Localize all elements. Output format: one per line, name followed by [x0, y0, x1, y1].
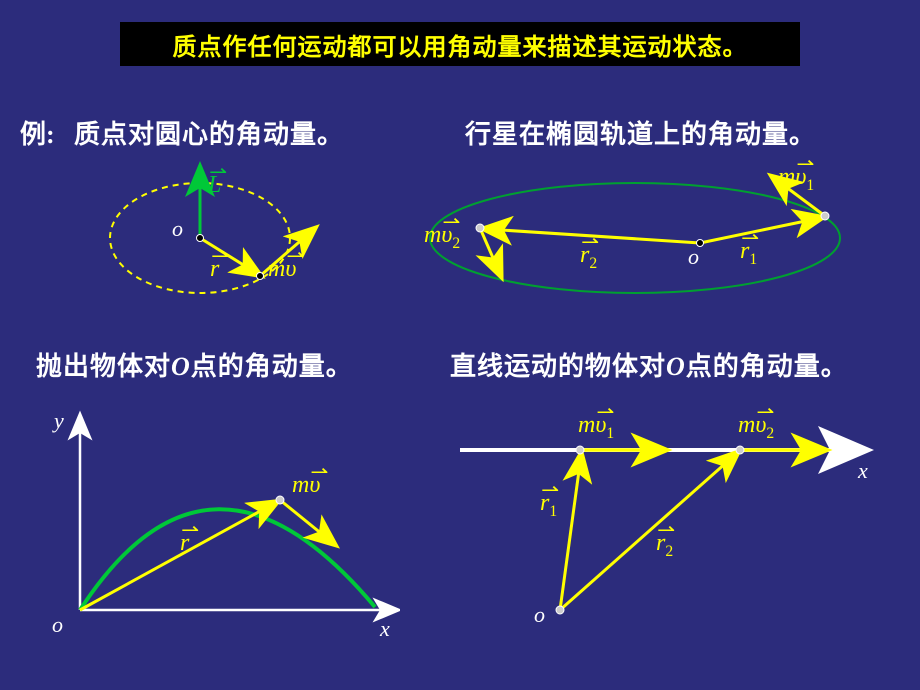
label-x: x — [380, 616, 390, 642]
label-o: o — [688, 244, 699, 270]
label-o: o — [52, 612, 63, 638]
vector-mv — [280, 500, 333, 543]
p2-dot — [736, 446, 744, 454]
vector-r1 — [560, 456, 581, 610]
heading-1: 质点对圆心的角动量。 — [74, 114, 344, 151]
vector-mv2 — [480, 228, 500, 274]
trajectory — [80, 509, 375, 610]
title-box: 质点作任何运动都可以用角动量来描述其运动状态。 — [120, 22, 800, 66]
label-mv: mυ — [268, 256, 296, 283]
origin-dot — [556, 606, 564, 614]
heading-4: 直线运动的物体对O点的角动量。 — [450, 346, 848, 383]
label-y: y — [54, 408, 64, 434]
example-label: 例: — [20, 114, 55, 151]
h4-o: O — [666, 352, 686, 381]
heading-3: 抛出物体对O点的角动量。 — [36, 346, 353, 383]
label-r1: r1 — [740, 238, 757, 269]
label-L: L — [208, 172, 221, 199]
label-r: r — [180, 530, 189, 557]
label-r1: r1 — [540, 490, 557, 521]
label-mv2: mυ2 — [738, 412, 774, 443]
p1-dot — [576, 446, 584, 454]
vector-r2 — [560, 454, 736, 610]
planet2-dot — [476, 224, 484, 232]
h3-post: 点的角动量。 — [191, 352, 353, 381]
diagram-linear: o x r1 r2 mυ1 mυ2 — [440, 380, 880, 680]
heading-2: 行星在椭圆轨道上的角动量。 — [465, 114, 816, 151]
diagram-circular: o L r mυ — [100, 158, 360, 318]
origin-dot — [197, 235, 204, 242]
label-x: x — [858, 458, 868, 484]
diagram-projectile: o x y r mυ — [40, 380, 400, 680]
particle-dot — [257, 273, 264, 280]
diagram-planet: o r1 r2 mυ1 mυ2 — [420, 158, 890, 318]
label-o: o — [172, 216, 183, 242]
label-mv: mυ — [292, 472, 320, 499]
h3-pre: 抛出物体对 — [36, 352, 171, 381]
label-r2: r2 — [656, 530, 673, 561]
label-o: o — [534, 602, 545, 628]
h4-pre: 直线运动的物体对 — [450, 352, 666, 381]
title-text: 质点作任何运动都可以用角动量来描述其运动状态。 — [173, 27, 748, 62]
h4-post: 点的角动量。 — [686, 352, 848, 381]
label-mv2: mυ2 — [424, 222, 460, 253]
particle-dot — [276, 496, 284, 504]
label-mv1: mυ1 — [778, 164, 814, 195]
label-r: r — [210, 256, 219, 283]
label-mv1: mυ1 — [578, 412, 614, 443]
label-r2: r2 — [580, 242, 597, 273]
h3-o: O — [171, 352, 191, 381]
planet1-dot — [821, 212, 829, 220]
vector-r1 — [700, 218, 820, 243]
